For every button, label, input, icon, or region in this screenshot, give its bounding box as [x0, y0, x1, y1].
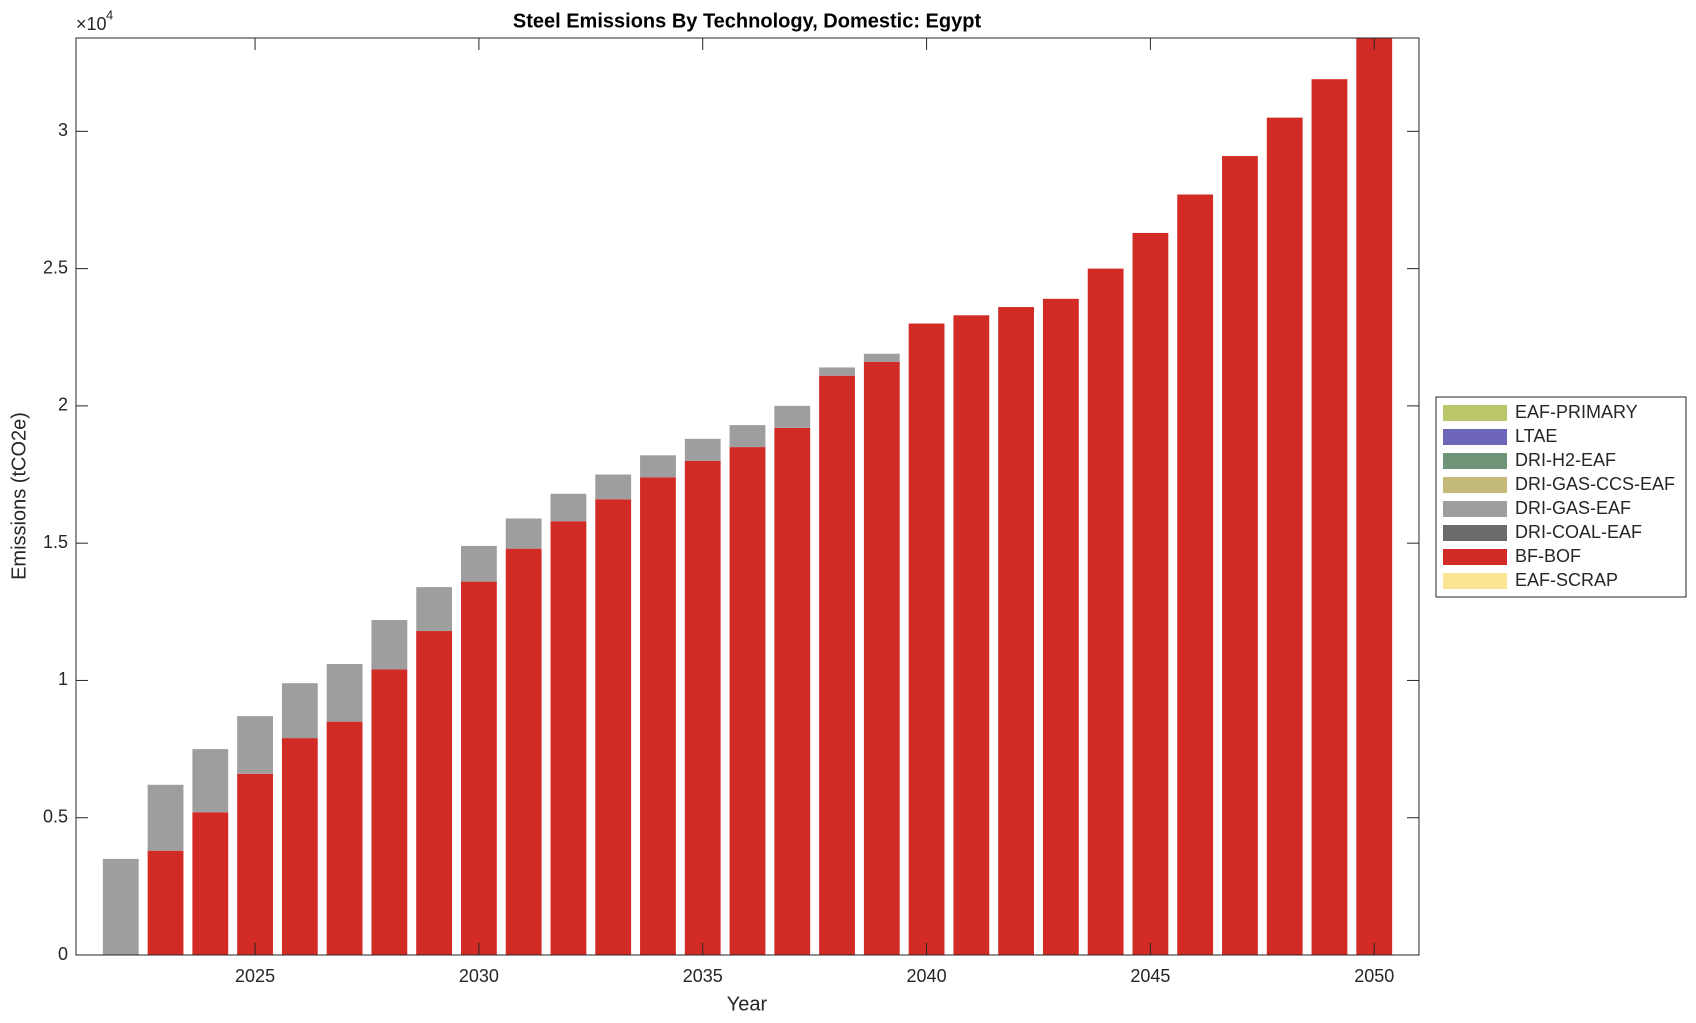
bar-segment: [1356, 38, 1393, 955]
bar-segment: [147, 784, 184, 851]
bar-segment: [1042, 298, 1079, 955]
bar-segment: [505, 548, 542, 955]
bar-segment: [505, 518, 542, 549]
y-tick-label: 0.5: [43, 806, 68, 826]
bar-segment: [774, 427, 811, 955]
x-tick-label: 2030: [459, 966, 499, 986]
bar-segment: [416, 631, 453, 955]
bar-segment: [595, 499, 632, 955]
legend-swatch: [1443, 429, 1507, 445]
bar-segment: [460, 581, 497, 955]
bar-segment: [550, 521, 587, 955]
bar-segment: [326, 663, 363, 722]
legend-swatch: [1443, 477, 1507, 493]
legend-label: BF-BOF: [1515, 546, 1581, 566]
bar-segment: [729, 425, 766, 448]
bar-segment: [595, 474, 632, 500]
y-multiplier-exponent: 4: [106, 7, 113, 22]
legend-label: DRI-GAS-CCS-EAF: [1515, 474, 1675, 494]
y-multiplier: ×10: [76, 14, 107, 34]
bar-segment: [371, 669, 408, 955]
bar-segment: [237, 716, 273, 774]
x-tick-label: 2025: [235, 966, 275, 986]
legend-label: DRI-H2-EAF: [1515, 450, 1616, 470]
legend-swatch: [1443, 453, 1507, 469]
bar-segment: [326, 721, 363, 955]
y-tick-label: 1: [58, 669, 68, 689]
y-tick-label: 0: [58, 944, 68, 964]
bar-segment: [1266, 117, 1303, 956]
bar-segment: [863, 361, 900, 955]
bar-segment: [908, 323, 945, 955]
y-tick-label: 2.5: [43, 257, 68, 277]
bar-segment: [192, 812, 229, 955]
legend-swatch: [1443, 525, 1507, 541]
x-tick-label: 2050: [1354, 966, 1394, 986]
legend-label: DRI-COAL-EAF: [1515, 522, 1642, 542]
bar-segment: [281, 683, 318, 739]
legend-swatch: [1443, 501, 1507, 517]
bar-segment: [1177, 194, 1214, 955]
bar-segment: [1311, 79, 1348, 956]
x-axis-label: Year: [727, 993, 768, 1015]
bar-segment: [147, 850, 184, 955]
x-tick-label: 2040: [907, 966, 947, 986]
bar-segment: [684, 438, 721, 461]
bar-segment: [684, 460, 721, 955]
y-tick-label: 3: [58, 120, 68, 140]
legend-label: EAF-SCRAP: [1515, 570, 1618, 590]
bar-segment: [729, 447, 766, 955]
bar-segment: [102, 858, 139, 955]
bar-segment: [998, 307, 1035, 955]
legend-label: DRI-GAS-EAF: [1515, 498, 1631, 518]
bar-segment: [640, 477, 676, 955]
bar-segment: [640, 455, 676, 478]
bar-segment: [192, 749, 229, 813]
legend-swatch: [1443, 549, 1507, 565]
bar-segment: [1132, 232, 1169, 955]
bar-segment: [416, 587, 453, 632]
bar-segment: [371, 620, 408, 670]
legend-swatch: [1443, 573, 1507, 589]
bar-segment: [460, 545, 497, 582]
x-tick-label: 2035: [683, 966, 723, 986]
legend-swatch: [1443, 405, 1507, 421]
chart-title: Steel Emissions By Technology, Domestic:…: [513, 10, 982, 32]
bar-segment: [819, 375, 855, 955]
y-axis-label: Emissions (tCO2e): [8, 412, 30, 580]
y-tick-label: 2: [58, 395, 68, 415]
bar-segment: [774, 405, 811, 428]
bar-segment: [1087, 268, 1124, 955]
bar-segment: [863, 353, 900, 362]
bar-segment: [281, 738, 318, 955]
bar-segment: [819, 367, 855, 376]
y-tick-label: 1.5: [43, 532, 68, 552]
legend-label: EAF-PRIMARY: [1515, 402, 1638, 422]
bar-segment: [953, 315, 990, 956]
x-tick-label: 2045: [1130, 966, 1170, 986]
bar-segment: [550, 493, 587, 522]
bar-segment: [1222, 156, 1258, 955]
plot-frame: [75, 37, 1420, 956]
bar-segment: [237, 773, 273, 955]
legend-label: LTAE: [1515, 426, 1557, 446]
